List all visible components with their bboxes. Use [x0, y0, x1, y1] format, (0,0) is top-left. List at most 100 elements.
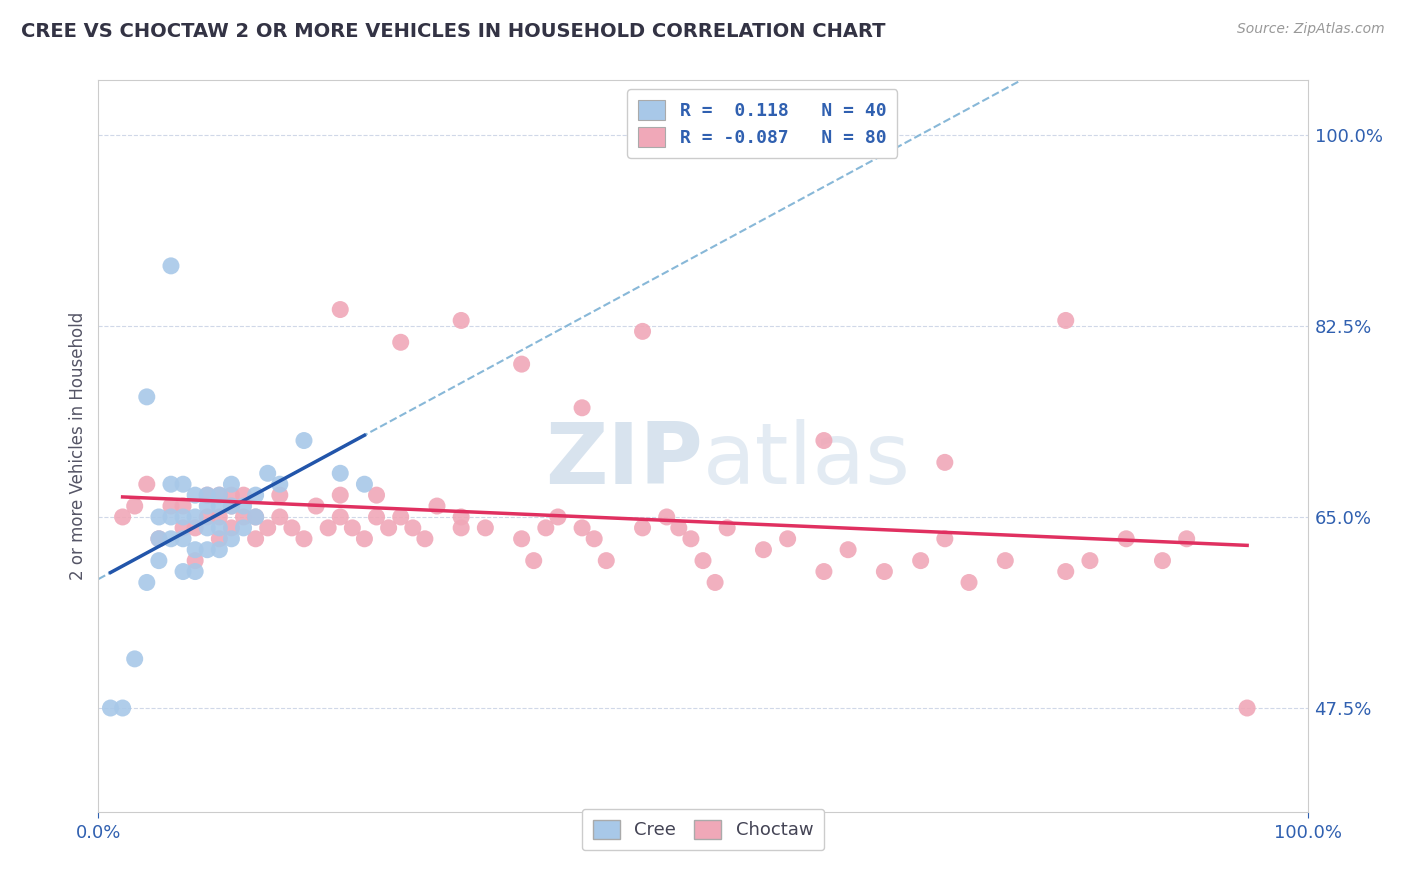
Point	[160, 510, 183, 524]
Point	[752, 542, 775, 557]
Point	[148, 532, 170, 546]
Point	[232, 488, 254, 502]
Point	[389, 335, 412, 350]
Point	[100, 701, 122, 715]
Point	[353, 532, 375, 546]
Point	[510, 357, 533, 371]
Point	[172, 499, 194, 513]
Point	[1078, 554, 1101, 568]
Point	[208, 532, 231, 546]
Point	[135, 390, 157, 404]
Point	[245, 488, 267, 502]
Text: CREE VS CHOCTAW 2 OR MORE VEHICLES IN HOUSEHOLD CORRELATION CHART: CREE VS CHOCTAW 2 OR MORE VEHICLES IN HO…	[21, 22, 886, 41]
Point	[679, 532, 702, 546]
Point	[583, 532, 606, 546]
Point	[208, 488, 231, 502]
Point	[776, 532, 799, 546]
Point	[510, 532, 533, 546]
Point	[571, 401, 593, 415]
Point	[994, 554, 1017, 568]
Point	[329, 488, 352, 502]
Point	[221, 499, 243, 513]
Point	[704, 575, 727, 590]
Point	[716, 521, 738, 535]
Point	[1115, 532, 1137, 546]
Text: atlas: atlas	[703, 419, 911, 502]
Point	[232, 499, 254, 513]
Point	[172, 565, 194, 579]
Point	[184, 554, 207, 568]
Point	[474, 521, 496, 535]
Point	[221, 521, 243, 535]
Point	[571, 521, 593, 535]
Point	[269, 477, 291, 491]
Point	[631, 521, 654, 535]
Point	[195, 510, 218, 524]
Point	[426, 499, 449, 513]
Point	[124, 499, 146, 513]
Point	[256, 521, 278, 535]
Point	[184, 488, 207, 502]
Point	[184, 565, 207, 579]
Point	[148, 532, 170, 546]
Point	[111, 510, 134, 524]
Point	[329, 510, 352, 524]
Point	[269, 488, 291, 502]
Point	[208, 499, 231, 513]
Point	[135, 575, 157, 590]
Y-axis label: 2 or more Vehicles in Household: 2 or more Vehicles in Household	[69, 312, 87, 580]
Point	[281, 521, 304, 535]
Point	[329, 302, 352, 317]
Point	[934, 532, 956, 546]
Point	[148, 510, 170, 524]
Point	[668, 521, 690, 535]
Point	[450, 510, 472, 524]
Point	[934, 455, 956, 469]
Point	[195, 521, 218, 535]
Point	[124, 652, 146, 666]
Point	[1054, 313, 1077, 327]
Point	[523, 554, 546, 568]
Point	[631, 324, 654, 338]
Point	[172, 477, 194, 491]
Point	[366, 510, 388, 524]
Point	[450, 313, 472, 327]
Point	[534, 521, 557, 535]
Point	[245, 532, 267, 546]
Point	[160, 259, 183, 273]
Point	[305, 499, 328, 513]
Text: Source: ZipAtlas.com: Source: ZipAtlas.com	[1237, 22, 1385, 37]
Point	[208, 521, 231, 535]
Point	[595, 554, 617, 568]
Point	[1175, 532, 1198, 546]
Point	[292, 434, 315, 448]
Point	[377, 521, 399, 535]
Point	[160, 532, 183, 546]
Point	[389, 510, 412, 524]
Point	[221, 499, 243, 513]
Point	[655, 510, 678, 524]
Point	[366, 488, 388, 502]
Point	[813, 565, 835, 579]
Point	[256, 467, 278, 481]
Point	[873, 565, 896, 579]
Point	[402, 521, 425, 535]
Point	[837, 542, 859, 557]
Point	[232, 521, 254, 535]
Point	[172, 510, 194, 524]
Point	[1054, 565, 1077, 579]
Point	[292, 532, 315, 546]
Point	[1236, 701, 1258, 715]
Text: ZIP: ZIP	[546, 419, 703, 502]
Point	[148, 554, 170, 568]
Point	[547, 510, 569, 524]
Point	[135, 477, 157, 491]
Point	[195, 488, 218, 502]
Point	[172, 532, 194, 546]
Point	[184, 521, 207, 535]
Point	[813, 434, 835, 448]
Point	[269, 510, 291, 524]
Legend: Cree, Choctaw: Cree, Choctaw	[582, 809, 824, 850]
Point	[329, 467, 352, 481]
Point	[195, 542, 218, 557]
